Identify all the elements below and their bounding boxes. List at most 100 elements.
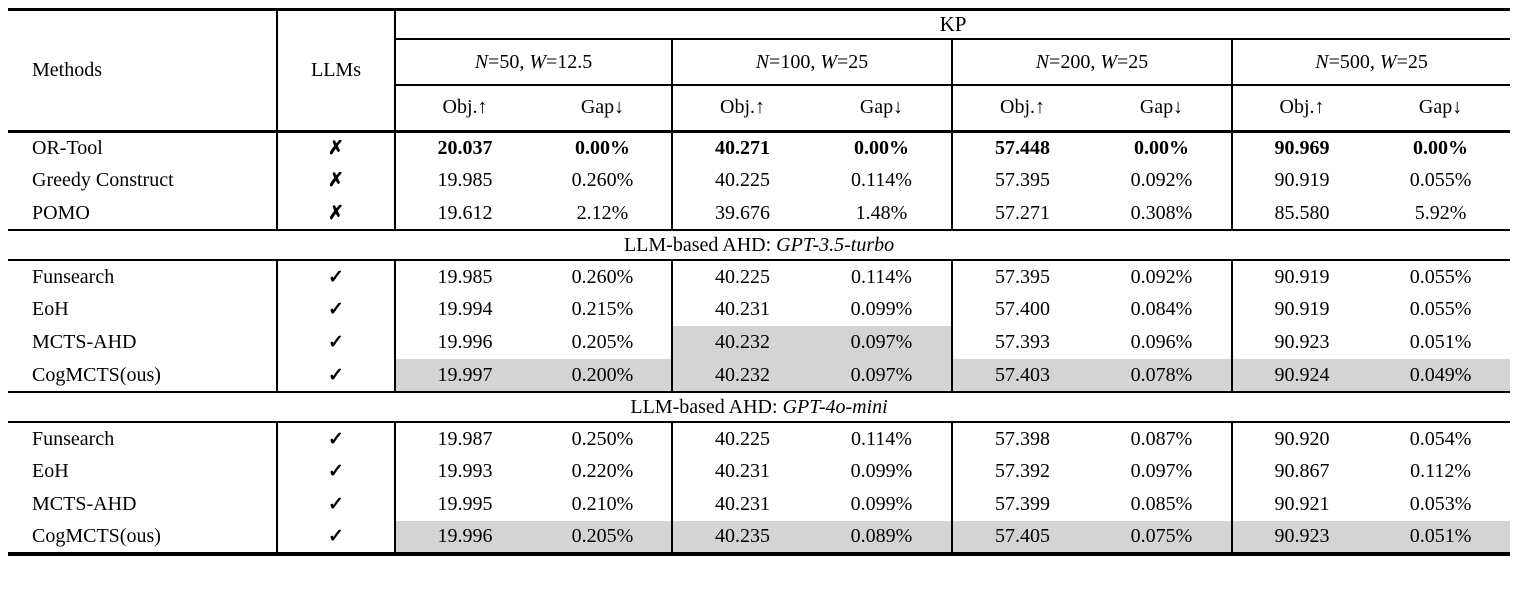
- gap-value: 2.12%: [576, 201, 629, 224]
- gap-value: 0.096%: [1130, 331, 1193, 353]
- obj-header: Obj.↑: [671, 85, 812, 133]
- gap-value: 0.051%: [1371, 521, 1511, 554]
- group-header-n200: N=200, W=25: [951, 39, 1232, 86]
- llm-flag-check-icon: ✓: [277, 521, 396, 554]
- table-row-cogmcts-gpt35: CogMCTS(ous) ✓ 19.997 0.200% 40.232 0.09…: [8, 359, 1511, 392]
- section-prefix: LLM-based AHD:: [623, 233, 777, 256]
- methods-column-header: Methods: [8, 9, 278, 131]
- gap-header: Gap↓: [1371, 85, 1511, 133]
- obj-value: 40.271: [671, 131, 812, 164]
- table-row-greedy-construct: Greedy Construct ✗ 19.985 0.260% 40.225 …: [8, 164, 1510, 197]
- gap-value: 0.00%: [1413, 136, 1469, 159]
- w-val: =12.5: [546, 50, 593, 73]
- gap-value: 0.084%: [1130, 298, 1193, 320]
- obj-value: 20.037: [437, 136, 493, 159]
- group-header-n50: N=50, W=12.5: [395, 39, 672, 86]
- gap-value: 0.220%: [571, 460, 634, 482]
- n-var: N: [1035, 50, 1050, 73]
- method-cell: Greedy Construct: [8, 164, 278, 197]
- w-var: W: [820, 50, 837, 73]
- obj-value: 90.923: [1231, 326, 1371, 359]
- obj-value: 57.399: [951, 488, 1092, 521]
- group-header-row: N=50, W=12.5 N=100, W=25 N=200, W=25 N=5…: [8, 39, 1511, 86]
- obj-value: 40.231: [671, 488, 812, 521]
- obj-header: Obj.↑: [1231, 85, 1371, 133]
- section-model: GPT-4o-mini: [782, 395, 888, 418]
- obj-value: 57.393: [951, 326, 1092, 359]
- obj-value: 19.985: [437, 169, 493, 191]
- n-var: N: [1315, 50, 1329, 73]
- gap-value: 0.089%: [812, 521, 952, 554]
- obj-value: 19.612: [437, 201, 493, 224]
- obj-header: Obj.↑: [395, 85, 534, 133]
- paper-page: Methods LLMs KP N=50, W=12.5 N=100, W=25…: [8, 8, 1511, 556]
- obj-value: 57.400: [951, 293, 1092, 326]
- gap-value: 0.205%: [571, 331, 634, 353]
- table-row-funsearch-gpt4o: Funsearch ✓ 19.987 0.250% 40.225 0.114% …: [8, 422, 1510, 455]
- gap-value: 0.250%: [571, 427, 634, 450]
- gap-value: 0.099%: [850, 298, 913, 320]
- kp-header-row: Methods LLMs KP: [8, 9, 1511, 131]
- gap-value: 0.055%: [1409, 298, 1472, 320]
- obj-value: 57.271: [951, 197, 1092, 230]
- gap-value: 0.260%: [571, 265, 634, 288]
- obj-value: 57.403: [951, 359, 1092, 392]
- gap-value: 0.308%: [1130, 201, 1193, 224]
- gap-header: Gap↓: [1092, 85, 1232, 133]
- gap-value: 0.114%: [851, 427, 912, 450]
- obj-value: 57.395: [951, 164, 1092, 197]
- gap-value: 0.085%: [1130, 493, 1193, 515]
- w-val: =25: [837, 50, 869, 73]
- section-prefix: LLM-based AHD:: [630, 395, 783, 418]
- gap-value: 0.092%: [1130, 265, 1193, 288]
- method-cell: EoH: [8, 293, 278, 326]
- obj-value: 19.993: [437, 460, 493, 482]
- table-row-eoh-gpt4o: EoH ✓ 19.993 0.220% 40.231 0.099% 57.392…: [8, 455, 1510, 488]
- gap-value: 0.055%: [1409, 169, 1472, 191]
- table-row-eoh-gpt35: EoH ✓ 19.994 0.215% 40.231 0.099% 57.400…: [8, 293, 1510, 326]
- llm-flag-check-icon: ✓: [277, 260, 396, 293]
- llms-column-header: LLMs: [277, 9, 396, 131]
- obj-value: 40.225: [671, 422, 812, 455]
- n-val: =200,: [1049, 50, 1101, 73]
- w-var: W: [1379, 50, 1397, 73]
- section-header-gpt4o: LLM-based AHD: GPT-4o-mini: [8, 391, 1511, 423]
- gap-value: 0.054%: [1409, 427, 1472, 450]
- gap-value: 0.205%: [534, 521, 672, 554]
- metric-header-row: Obj.↑ Gap↓ Obj.↑ Gap↓ Obj.↑ Gap↓ Obj.↑ G…: [8, 85, 1511, 133]
- method-cell: Funsearch: [8, 260, 278, 293]
- obj-value: 19.996: [437, 331, 493, 353]
- method-cell: Funsearch: [8, 422, 278, 455]
- llm-flag-x-icon: ✗: [277, 197, 396, 230]
- gap-value: 0.092%: [1130, 169, 1193, 191]
- gap-header: Gap↓: [812, 85, 952, 133]
- method-cell: CogMCTS(ous): [8, 521, 278, 554]
- obj-value: 19.994: [437, 298, 493, 320]
- obj-value: 39.676: [671, 197, 812, 230]
- obj-value: 40.232: [671, 326, 812, 359]
- obj-value: 90.919: [1231, 293, 1371, 326]
- method-cell: EoH: [8, 455, 278, 488]
- obj-value: 40.225: [671, 260, 812, 293]
- obj-value: 40.235: [671, 521, 812, 554]
- section-model: GPT-3.5-turbo: [776, 233, 895, 256]
- gap-value: 0.053%: [1409, 493, 1472, 515]
- obj-value: 40.231: [671, 455, 812, 488]
- table-body: OR-Tool ✗ 20.037 0.00% 40.271 0.00% 57.4…: [8, 131, 1511, 554]
- gap-value: 0.097%: [1130, 460, 1193, 482]
- obj-value: 19.995: [437, 493, 493, 515]
- llm-flag-check-icon: ✓: [277, 422, 396, 455]
- method-cell: MCTS-AHD: [8, 488, 278, 521]
- method-cell: POMO: [8, 197, 278, 230]
- gap-value: 0.078%: [1092, 359, 1232, 392]
- table-row-funsearch-gpt35: Funsearch ✓ 19.985 0.260% 40.225 0.114% …: [8, 260, 1510, 293]
- gap-value: 0.055%: [1409, 265, 1472, 288]
- obj-value: 57.448: [951, 131, 1092, 164]
- llm-flag-x-icon: ✗: [277, 164, 396, 197]
- gap-header: Gap↓: [534, 85, 672, 133]
- llm-flag-check-icon: ✓: [277, 455, 396, 488]
- obj-value: 19.985: [437, 265, 493, 288]
- w-val: =25: [1117, 50, 1149, 73]
- gap-value: 0.051%: [1409, 331, 1472, 353]
- table-header: Methods LLMs KP N=50, W=12.5 N=100, W=25…: [8, 9, 1511, 133]
